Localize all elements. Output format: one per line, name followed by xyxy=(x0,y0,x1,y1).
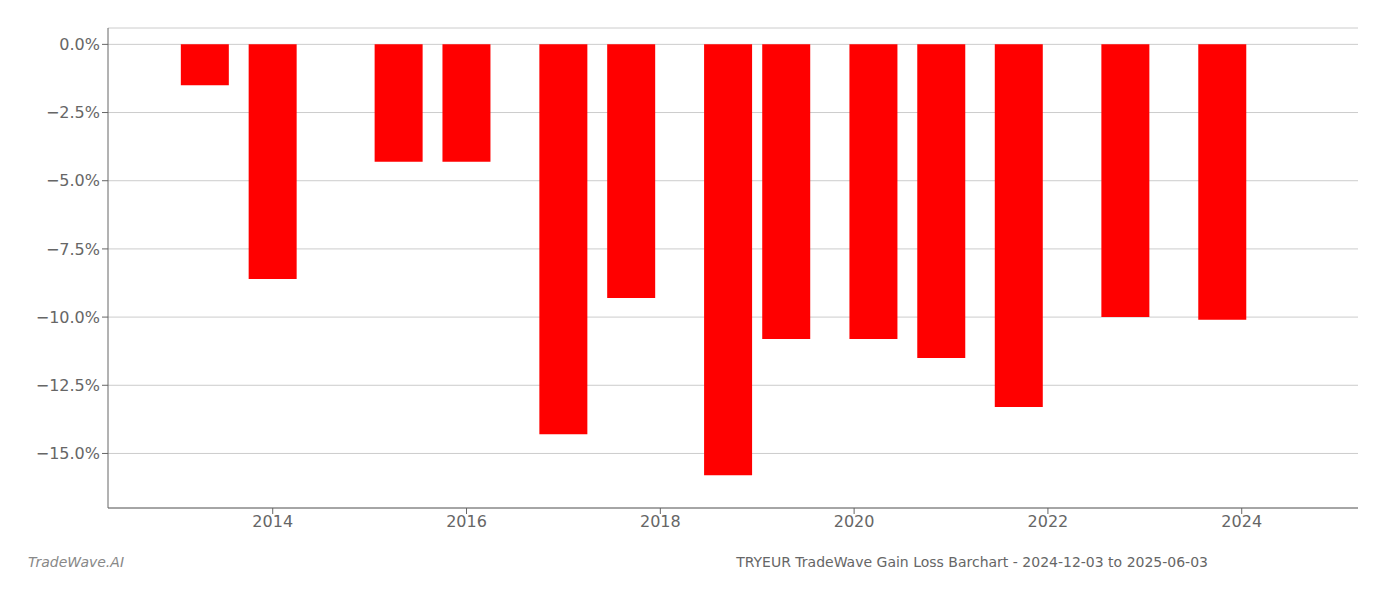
svg-text:2016: 2016 xyxy=(446,512,487,531)
svg-text:2020: 2020 xyxy=(834,512,875,531)
svg-text:0.0%: 0.0% xyxy=(59,35,100,54)
svg-text:2018: 2018 xyxy=(640,512,681,531)
html-text:TradeWave.AI: TradeWave.AI xyxy=(28,554,124,570)
svg-text:−5.0%: −5.0% xyxy=(46,171,100,190)
svg-text:−7.5%: −7.5% xyxy=(46,240,100,259)
svg-text:−10.0%: −10.0% xyxy=(36,308,100,327)
svg-text:−2.5%: −2.5% xyxy=(46,103,100,122)
svg-text:−12.5%: −12.5% xyxy=(36,376,100,395)
svg-text:2022: 2022 xyxy=(1028,512,1069,531)
svg-text:−15.0%: −15.0% xyxy=(36,444,100,463)
svg-text:2024: 2024 xyxy=(1221,512,1262,531)
html-text:TRYEUR TradeWave Gain Loss Bar: TRYEUR TradeWave Gain Loss Barchart - 20… xyxy=(736,554,1208,570)
svg-text:2014: 2014 xyxy=(252,512,293,531)
